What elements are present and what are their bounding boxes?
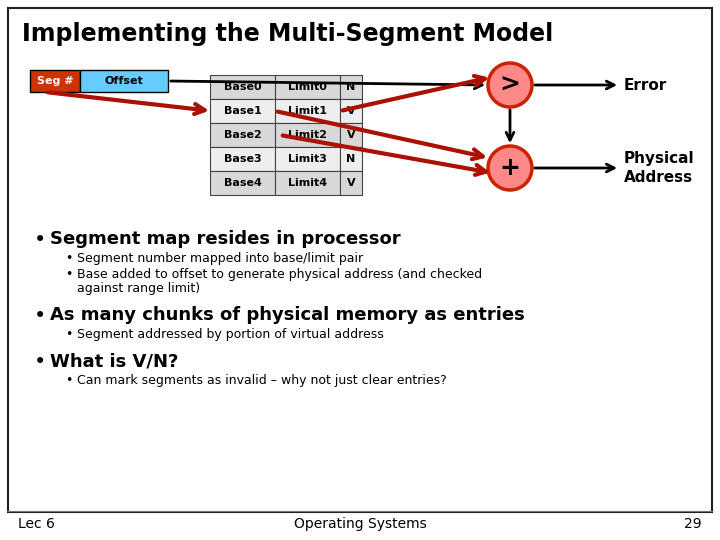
- FancyBboxPatch shape: [275, 99, 340, 123]
- Circle shape: [488, 146, 532, 190]
- Text: •: •: [65, 328, 73, 341]
- FancyBboxPatch shape: [340, 147, 362, 171]
- Text: Can mark segments as invalid – why not just clear entries?: Can mark segments as invalid – why not j…: [77, 374, 446, 387]
- Text: Lec 6: Lec 6: [18, 517, 55, 531]
- FancyBboxPatch shape: [340, 99, 362, 123]
- Text: Limit3: Limit3: [288, 154, 327, 164]
- Text: What is V/N?: What is V/N?: [50, 352, 179, 370]
- Text: Base3: Base3: [224, 154, 261, 164]
- Text: Base0: Base0: [224, 82, 261, 92]
- Text: V: V: [347, 178, 355, 188]
- FancyBboxPatch shape: [275, 123, 340, 147]
- Text: Base4: Base4: [224, 178, 261, 188]
- Text: Base added to offset to generate physical address (and checked: Base added to offset to generate physica…: [77, 268, 482, 281]
- Text: +: +: [500, 156, 521, 180]
- Text: Physical: Physical: [624, 152, 695, 166]
- Text: N: N: [346, 82, 356, 92]
- FancyBboxPatch shape: [210, 171, 275, 195]
- Text: N: N: [346, 154, 356, 164]
- FancyBboxPatch shape: [210, 123, 275, 147]
- Text: •: •: [34, 306, 46, 326]
- Circle shape: [488, 63, 532, 107]
- Text: Implementing the Multi-Segment Model: Implementing the Multi-Segment Model: [22, 22, 553, 46]
- Text: V: V: [347, 130, 355, 140]
- Text: •: •: [65, 252, 73, 265]
- FancyBboxPatch shape: [30, 70, 80, 92]
- FancyBboxPatch shape: [275, 147, 340, 171]
- Text: Operating Systems: Operating Systems: [294, 517, 426, 531]
- Text: Base2: Base2: [224, 130, 261, 140]
- FancyBboxPatch shape: [340, 75, 362, 99]
- Text: >: >: [500, 73, 521, 97]
- Text: •: •: [34, 352, 46, 372]
- Text: •: •: [65, 268, 73, 281]
- Text: Segment addressed by portion of virtual address: Segment addressed by portion of virtual …: [77, 328, 384, 341]
- Text: 29: 29: [685, 517, 702, 531]
- Text: Base1: Base1: [224, 106, 261, 116]
- Text: Limit4: Limit4: [288, 178, 327, 188]
- Text: •: •: [34, 230, 46, 250]
- Text: Address: Address: [624, 170, 693, 185]
- FancyBboxPatch shape: [340, 123, 362, 147]
- FancyBboxPatch shape: [275, 75, 340, 99]
- FancyBboxPatch shape: [8, 8, 712, 512]
- Text: Segment number mapped into base/limit pair: Segment number mapped into base/limit pa…: [77, 252, 363, 265]
- FancyBboxPatch shape: [210, 99, 275, 123]
- FancyBboxPatch shape: [210, 147, 275, 171]
- Text: Segment map resides in processor: Segment map resides in processor: [50, 230, 400, 248]
- Text: Offset: Offset: [104, 76, 143, 86]
- FancyBboxPatch shape: [210, 75, 275, 99]
- Text: Limit0: Limit0: [288, 82, 327, 92]
- Text: •: •: [65, 374, 73, 387]
- FancyBboxPatch shape: [275, 171, 340, 195]
- FancyBboxPatch shape: [340, 171, 362, 195]
- Text: Limit1: Limit1: [288, 106, 327, 116]
- Text: against range limit): against range limit): [77, 282, 200, 295]
- Text: Error: Error: [624, 78, 667, 92]
- Text: Limit2: Limit2: [288, 130, 327, 140]
- Text: Seg #: Seg #: [37, 76, 73, 86]
- Text: As many chunks of physical memory as entries: As many chunks of physical memory as ent…: [50, 306, 525, 324]
- Text: V: V: [347, 106, 355, 116]
- FancyBboxPatch shape: [80, 70, 168, 92]
